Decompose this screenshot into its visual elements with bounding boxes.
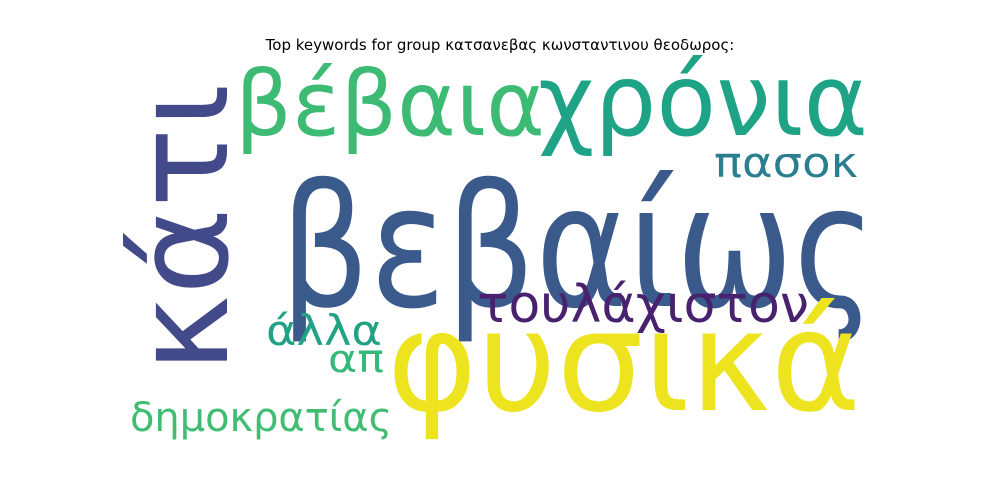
word-toulachiston: τουλάχιστον [477, 275, 809, 335]
word-fysika: φυσικά [387, 281, 861, 444]
word-pasok: πασοκ [714, 138, 858, 187]
word-dimokratias: δημοκρατίας [130, 395, 392, 441]
word-vevaios: βεβαίως [280, 149, 876, 347]
figure-title: Top keywords for group κατσανεβας κωνστα… [265, 36, 735, 54]
word-vevaia: βέβαια [235, 52, 545, 157]
word-kati: κάτι [106, 83, 258, 373]
word-ap: απ [328, 337, 384, 381]
word-chronia: χρόνια [538, 42, 868, 159]
word-alla: άλλα [266, 306, 382, 355]
